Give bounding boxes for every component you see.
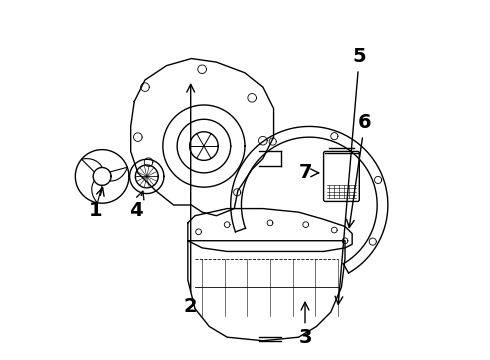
Text: 4: 4	[129, 191, 144, 220]
Text: 5: 5	[335, 47, 366, 304]
Text: 6: 6	[346, 113, 371, 228]
Text: 1: 1	[89, 188, 104, 220]
Text: 2: 2	[184, 84, 197, 316]
Text: 7: 7	[298, 163, 318, 183]
FancyBboxPatch shape	[323, 152, 359, 202]
Text: 3: 3	[298, 302, 312, 347]
